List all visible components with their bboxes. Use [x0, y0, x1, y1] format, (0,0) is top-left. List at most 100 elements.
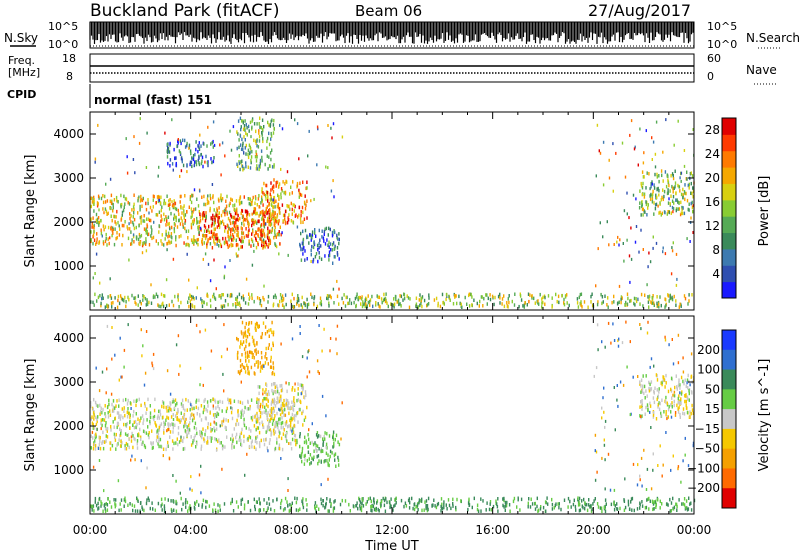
echo-point — [283, 305, 285, 309]
echo-point — [100, 219, 102, 223]
echo-point — [252, 221, 254, 225]
echo-point — [196, 238, 198, 242]
echo-point — [272, 302, 275, 306]
echo-point — [171, 200, 173, 204]
echo-point — [196, 197, 198, 201]
echo-point — [231, 497, 233, 502]
echo-point — [196, 286, 198, 290]
echo-point — [284, 434, 287, 438]
echo-point — [665, 431, 667, 434]
echo-point — [566, 301, 568, 305]
echo-point — [679, 401, 681, 405]
echo-point — [266, 501, 268, 505]
echo-point — [245, 122, 247, 127]
echo-point — [153, 220, 155, 224]
echo-point — [471, 505, 473, 510]
echo-point — [213, 258, 215, 262]
echo-point — [296, 398, 298, 403]
echo-point — [245, 152, 247, 156]
echo-point — [316, 435, 319, 439]
echo-point — [126, 415, 129, 419]
echo-point — [659, 499, 661, 504]
velocity-data — [90, 320, 696, 514]
echo-point — [104, 509, 107, 514]
echo-point — [296, 300, 299, 304]
echo-point — [298, 407, 300, 412]
echo-point — [576, 297, 579, 301]
echo-point — [91, 508, 93, 512]
echo-point — [254, 201, 256, 205]
echo-point — [255, 427, 257, 432]
echo-point — [175, 243, 177, 248]
echo-point — [91, 505, 94, 509]
echo-point — [306, 405, 308, 410]
echo-point — [649, 197, 652, 202]
echo-point — [266, 330, 269, 334]
echo-point — [579, 502, 581, 507]
echo-point — [236, 211, 238, 216]
echo-point — [169, 158, 172, 162]
echo-point — [164, 497, 166, 501]
echo-point — [390, 302, 392, 306]
echo-point — [222, 304, 224, 308]
echo-point — [402, 298, 404, 302]
echo-point — [243, 506, 246, 511]
echo-point — [182, 502, 184, 506]
echo-point — [653, 500, 655, 504]
echo-point — [259, 410, 262, 415]
echo-point — [101, 293, 103, 297]
echo-point — [160, 422, 163, 426]
echo-point — [271, 400, 273, 405]
echo-point — [680, 179, 682, 183]
echo-point — [158, 425, 160, 430]
echo-point — [358, 295, 361, 300]
echo-point — [244, 355, 247, 359]
echo-point — [460, 304, 462, 308]
echo-point — [449, 298, 451, 302]
echo-point — [152, 445, 154, 450]
echo-point — [207, 404, 209, 408]
echo-point — [219, 424, 221, 428]
echo-point — [328, 253, 331, 258]
echo-point — [327, 243, 329, 247]
echo-point — [305, 498, 307, 502]
echo-point — [271, 118, 273, 122]
echo-point — [193, 505, 196, 510]
echo-point — [263, 438, 265, 442]
echo-point — [220, 220, 222, 225]
echo-point — [634, 240, 637, 244]
echo-point — [688, 398, 690, 402]
echo-point — [262, 139, 264, 144]
echo-point — [200, 418, 203, 422]
echo-point — [135, 412, 137, 416]
echo-point — [183, 213, 185, 217]
echo-point — [256, 397, 258, 401]
echo-point — [212, 413, 215, 417]
echo-point — [101, 410, 103, 415]
echo-point — [322, 236, 325, 240]
echo-point — [198, 503, 200, 507]
echo-point — [213, 502, 215, 506]
echo-point — [106, 243, 108, 247]
echo-point — [133, 217, 136, 222]
echo-point — [633, 147, 636, 151]
echo-point — [208, 236, 211, 241]
echo-point — [266, 425, 269, 429]
echo-point — [124, 413, 126, 418]
echo-point — [634, 303, 636, 307]
echo-point — [177, 208, 179, 213]
echo-point — [168, 422, 170, 426]
echo-point — [195, 400, 197, 404]
echo-point — [229, 221, 232, 226]
echo-point — [110, 296, 113, 300]
echo-point — [92, 407, 94, 412]
echo-point — [168, 234, 171, 238]
echo-point — [659, 210, 661, 215]
echo-point — [645, 374, 647, 378]
echo-point — [327, 509, 329, 513]
echo-point — [148, 498, 150, 503]
echo-point — [172, 499, 174, 503]
echo-point — [165, 278, 168, 282]
echo-point — [336, 279, 338, 283]
echo-point — [640, 384, 642, 388]
